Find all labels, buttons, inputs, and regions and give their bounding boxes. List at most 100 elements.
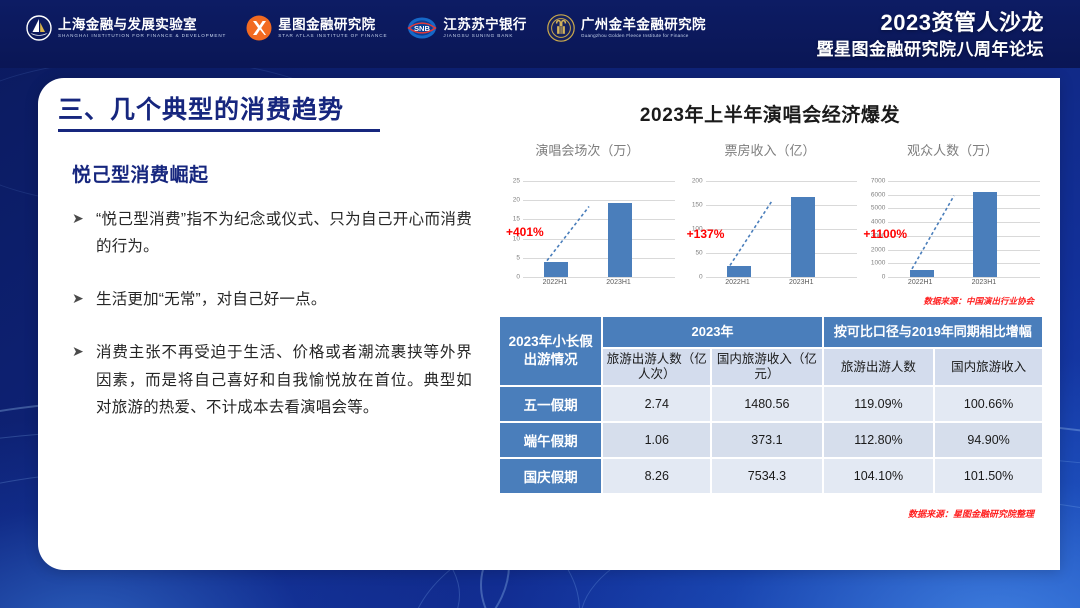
table-cell: 1.06 [601, 421, 713, 460]
y-tick-label: 100 [691, 225, 703, 233]
logo-golden-fleece: 广州金羊金融研究院 Guangzhou Golden Fleece Instit… [547, 14, 706, 42]
table-subheader: 国内旅游收入 [933, 347, 1044, 388]
table-cell: 101.50% [933, 457, 1044, 496]
y-axis-ticks: 0 5 10 15 20 25 [496, 177, 522, 281]
table-subheader: 旅游出游人数 [821, 347, 936, 388]
list-item: ➤ “悦己型消费”指不为纪念或仪式、只为自己开心而消费的行为。 [72, 206, 472, 260]
bar-2023H1 [973, 191, 998, 277]
chart-concert-sessions: 演唱会场次（万） 0 5 10 15 20 25 +401% 2022H1 2023H1 [496, 143, 679, 293]
subsection-heading: 悦己型消费崛起 [72, 165, 209, 186]
bar-2022H1 [909, 269, 934, 277]
chart-plot-area: 0 5 10 15 20 25 +401% 2022H1 2023H1 [496, 177, 679, 293]
table-cell: 94.90% [933, 421, 1044, 460]
logo-label-en: STAR ATLAS INSTITUTE OF FINANCE [278, 32, 388, 38]
bar-2022H1 [544, 261, 569, 277]
x-tick-label: 2022H1 [725, 279, 750, 286]
table-subheader: 旅游出游人数（亿人次） [601, 347, 713, 388]
logo-label-en: SHANGHAI INSTITUTION FOR FINANCE & DEVEL… [58, 32, 227, 38]
logo-label-en: Guangzhou Golden Fleece Institute for Fi… [580, 32, 689, 38]
y-tick-label: 5000 [870, 204, 886, 212]
table-source-note: 数据来源：星图金融研究院整理 [907, 509, 1034, 520]
x-tick-label: 2023H1 [606, 279, 631, 286]
trend-line [706, 181, 806, 277]
chart-group: 演唱会场次（万） 0 5 10 15 20 25 +401% 2022H1 2023H1 [490, 143, 1050, 293]
y-tick-label: 1000 [870, 259, 886, 267]
event-title-line2: 暨星图金融研究院八周年论坛 [816, 39, 1044, 59]
golden-fleece-logo-icon [547, 14, 575, 42]
chart-source-note: 数据来源：中国演出行业协会 [923, 296, 1034, 306]
snb-bank-logo-icon: SNB [407, 15, 438, 41]
y-tick-label: 200 [691, 177, 703, 185]
gridlines [705, 181, 858, 278]
table-cell: 7534.3 [710, 457, 824, 496]
list-item-text: 生活更加“无常”，对自己好一点。 [96, 291, 327, 309]
gridlines [888, 181, 1041, 278]
y-tick-label: 7000 [870, 177, 886, 185]
bar-2023H1 [790, 196, 815, 277]
chart-plot-area: 0 1000 2000 3000 4000 5000 6000 7000 +1100% 202… [861, 177, 1044, 293]
y-tick-label: 20 [512, 196, 520, 204]
table-cell: 100.66% [933, 385, 1044, 424]
y-tick-label: 6000 [870, 191, 886, 199]
logo-label-cn: 广州金羊金融研究院 [580, 16, 706, 32]
arrow-bullet-icon: ➤ [72, 290, 84, 307]
star-atlas-logo-icon [246, 15, 272, 41]
table-row: 国庆假期 8.26 7534.3 104.10% 101.50% [497, 457, 1044, 496]
x-tick-label: 2022H1 [907, 279, 933, 286]
y-tick-label: 5 [516, 254, 520, 262]
x-tick-label: 2023H1 [971, 279, 997, 286]
table-group-header-growth: 按可比口径与2019年同期相比增幅 [821, 314, 1045, 350]
table-subheader-row: 旅游出游人数（亿人次） 国内旅游收入（亿元） 旅游出游人数 国内旅游收入 [499, 347, 1044, 388]
y-tick-label: 25 [512, 177, 520, 185]
chart-subtitle: 票房收入（亿） [724, 143, 816, 158]
bar-2022H1 [726, 266, 751, 277]
x-axis-ticks: 2022H1 2023H1 [523, 279, 675, 293]
list-item-text: “悦己型消费”指不为纪念或仪式、只为自己开心而消费的行为。 [96, 211, 472, 256]
gridlines [523, 181, 675, 278]
trend-line [888, 181, 988, 277]
y-tick-label: 2000 [870, 246, 886, 254]
table-cell: 1480.56 [710, 385, 824, 424]
y-tick-label: 50 [695, 249, 703, 257]
table-header-row: 2023年小长假出游情况 2023年 按可比口径与2019年同期相比增幅 [497, 314, 1045, 388]
chart-subtitle: 观众人数（万） [907, 143, 999, 158]
y-axis-ticks: 0 50 100 150 200 [679, 177, 705, 281]
y-tick-label: 150 [691, 201, 703, 209]
table-cell: 8.26 [601, 457, 713, 496]
table-corner-header: 2023年小长假出游情况 [497, 314, 604, 388]
page-title: 三、几个典型的消费趋势 [58, 96, 345, 124]
left-text-column: 三、几个典型的消费趋势 悦己型消费崛起 ➤ “悦己型消费”指不为纪念或仪式、只为… [50, 90, 490, 558]
table-group-header-2023: 2023年 [601, 314, 824, 350]
slide-content-card: 三、几个典型的消费趋势 悦己型消费崛起 ➤ “悦己型消费”指不为纪念或仪式、只为… [38, 78, 1060, 570]
growth-annotation: +401% [506, 225, 544, 239]
logo-star-atlas: 星图金融研究院 STAR ATLAS INSTITUTE OF FINANCE [246, 15, 387, 41]
trend-line [523, 181, 623, 277]
chart-subtitle: 演唱会场次（万） [535, 143, 640, 158]
right-data-column: 2023年上半年演唱会经济爆发 演唱会场次（万） 0 5 10 15 20 25 +401… [490, 90, 1050, 558]
event-title: 2023资管人沙龙 暨星图金融研究院八周年论坛 [817, 10, 1045, 61]
table-row: 五一假期 2.74 1480.56 119.09% 100.66% [497, 385, 1044, 424]
y-tick-label: 4000 [870, 218, 886, 226]
sailboat-logo-icon [26, 15, 52, 41]
table-row: 端午假期 1.06 373.1 112.80% 94.90% [497, 421, 1044, 460]
table-row-label: 国庆假期 [497, 457, 604, 496]
logo-label-cn: 江苏苏宁银行 [443, 16, 527, 32]
x-tick-label: 2023H1 [788, 279, 814, 286]
logo-label-cn: 上海金融与发展实验室 [58, 16, 197, 32]
bar-series [523, 181, 675, 277]
logo-label-cn: 星图金融研究院 [278, 16, 376, 32]
event-title-line1: 2023资管人沙龙 [880, 10, 1044, 35]
title-underline [58, 129, 380, 132]
slide-header: 上海金融与发展实验室 SHANGHAI INSTITUTION FOR FINA… [0, 0, 1080, 68]
growth-annotation: +1100% [863, 227, 908, 241]
y-tick-label: 3000 [870, 232, 886, 240]
logo-shanghai-institution: 上海金融与发展实验室 SHANGHAI INSTITUTION FOR FINA… [26, 15, 226, 41]
y-tick-label: 15 [512, 215, 520, 223]
table-cell: 119.09% [821, 385, 936, 424]
table-row-label: 端午假期 [497, 421, 604, 460]
data-table: 2023年小长假出游情况 2023年 按可比口径与2019年同期相比增幅 旅游出… [497, 314, 1045, 496]
sponsor-logo-bar: 上海金融与发展实验室 SHANGHAI INSTITUTION FOR FINA… [26, 14, 706, 42]
growth-annotation: +137% [686, 227, 725, 241]
list-item-text: 消费主张不再受迫于生活、价格或者潮流裹挟等外界因素，而是将自己喜好和自我愉悦放在… [96, 344, 472, 416]
table-cell: 2.74 [601, 385, 713, 424]
